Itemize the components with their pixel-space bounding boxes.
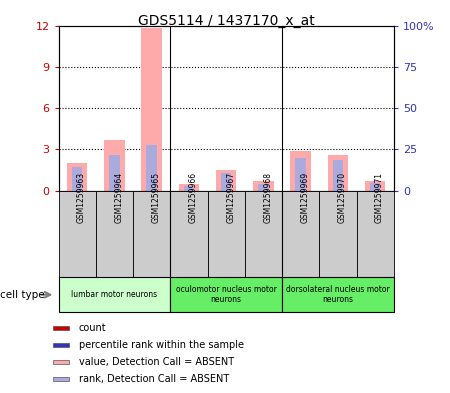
Bar — [146, 145, 157, 191]
Text: GDS5114 / 1437170_x_at: GDS5114 / 1437170_x_at — [138, 14, 315, 28]
Bar — [245, 191, 282, 277]
Bar — [328, 155, 348, 191]
Text: GSM1259964: GSM1259964 — [114, 172, 123, 223]
Bar — [54, 360, 69, 364]
Bar — [365, 181, 385, 191]
Bar — [253, 181, 274, 191]
Text: count: count — [79, 323, 107, 333]
Bar — [282, 191, 319, 277]
Bar — [72, 167, 82, 191]
Text: value, Detection Call = ABSENT: value, Detection Call = ABSENT — [79, 357, 234, 367]
Text: oculomotor nucleus motor
neurons: oculomotor nucleus motor neurons — [176, 285, 277, 305]
Text: GSM1259963: GSM1259963 — [77, 172, 86, 223]
Bar — [319, 191, 356, 277]
Bar — [207, 191, 245, 277]
Text: dorsolateral nucleus motor
neurons: dorsolateral nucleus motor neurons — [286, 285, 390, 305]
Text: percentile rank within the sample: percentile rank within the sample — [79, 340, 244, 350]
Bar — [67, 163, 87, 191]
Bar — [58, 191, 96, 277]
Text: cell type: cell type — [0, 290, 45, 300]
Bar — [221, 173, 231, 191]
Text: rank, Detection Call = ABSENT: rank, Detection Call = ABSENT — [79, 374, 229, 384]
Bar — [54, 377, 69, 380]
Bar — [170, 191, 207, 277]
Bar — [133, 191, 170, 277]
Text: GSM1259967: GSM1259967 — [226, 172, 235, 223]
Bar — [356, 191, 394, 277]
Bar — [333, 160, 343, 191]
Bar — [58, 277, 170, 312]
Bar — [54, 327, 69, 330]
Bar — [104, 140, 125, 191]
Text: GSM1259968: GSM1259968 — [263, 172, 272, 223]
Bar — [290, 151, 311, 191]
Text: GSM1259969: GSM1259969 — [301, 172, 310, 223]
Bar — [282, 277, 394, 312]
Bar — [216, 170, 236, 191]
Bar — [370, 183, 380, 191]
Text: GSM1259971: GSM1259971 — [375, 172, 384, 223]
Bar — [170, 277, 282, 312]
Bar — [258, 184, 269, 191]
Bar — [109, 155, 120, 191]
Bar — [295, 158, 306, 191]
Text: GSM1259970: GSM1259970 — [338, 172, 347, 223]
Bar — [141, 28, 162, 191]
Bar — [96, 191, 133, 277]
Text: lumbar motor neurons: lumbar motor neurons — [71, 290, 158, 299]
Text: GSM1259966: GSM1259966 — [189, 172, 198, 223]
Text: GSM1259965: GSM1259965 — [152, 172, 161, 223]
Bar — [179, 184, 199, 191]
Bar — [184, 186, 194, 191]
Bar — [54, 343, 69, 347]
